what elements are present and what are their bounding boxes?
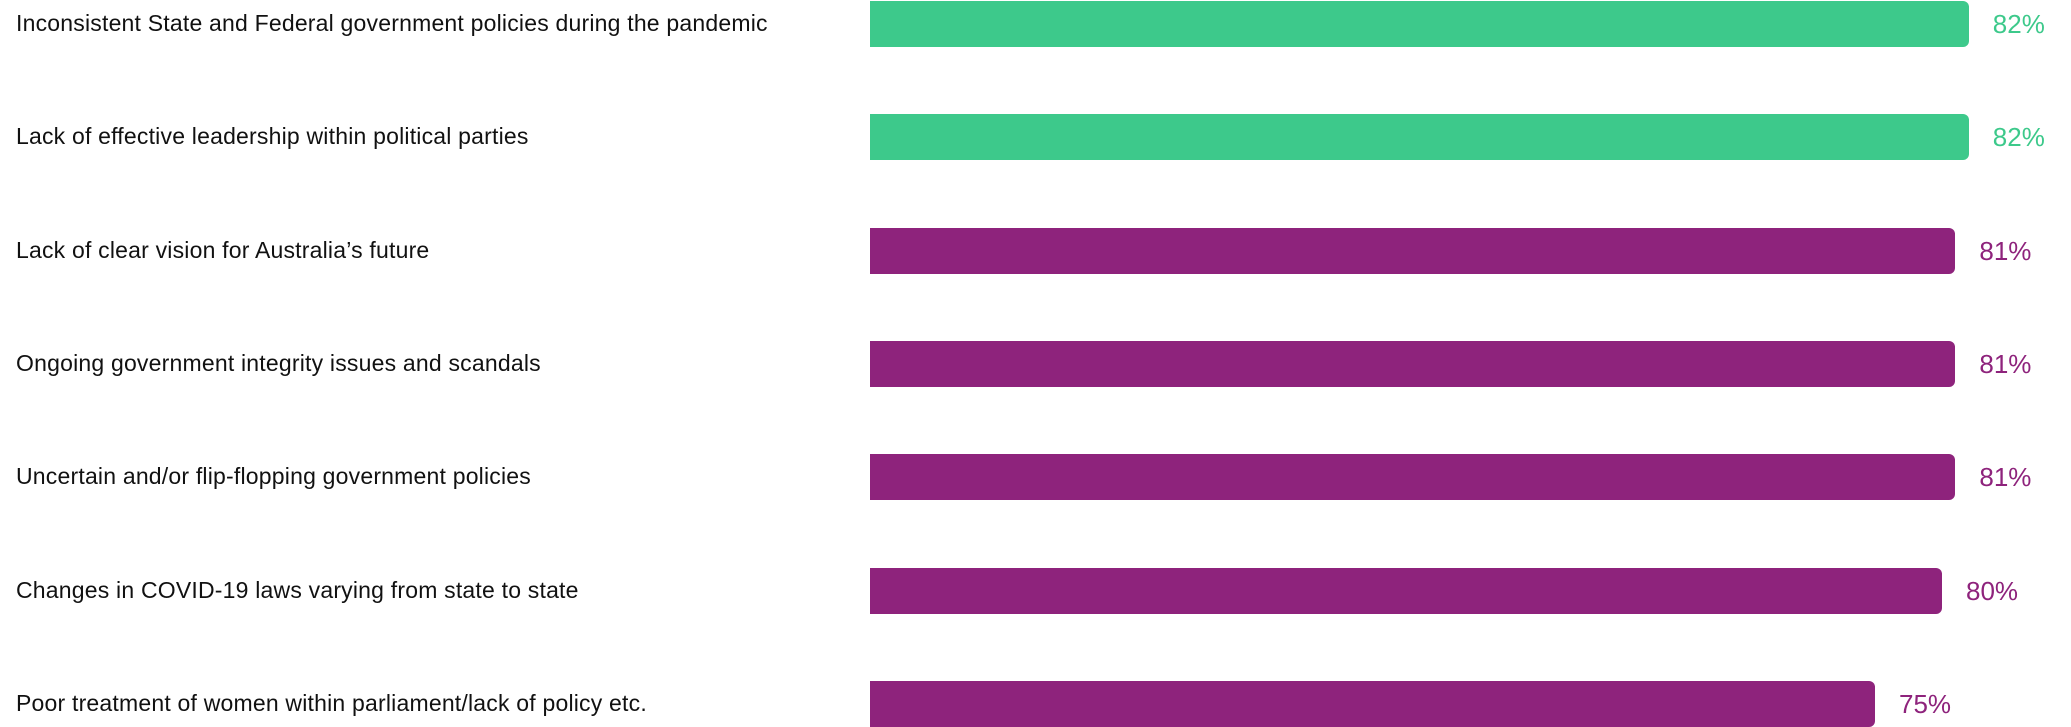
value-label: 80% [1966, 575, 2019, 606]
value-label: 82% [1992, 122, 2045, 153]
value-label: 81% [1979, 348, 2032, 379]
value-label: 81% [1979, 235, 2032, 266]
bar [870, 340, 1956, 387]
bar [870, 454, 1956, 501]
value-label: 82% [1992, 9, 2045, 39]
category-label: Changes in COVID-19 laws varying from st… [16, 576, 579, 603]
category-label: Ongoing government integrity issues and … [16, 349, 541, 376]
bar [870, 680, 1875, 727]
category-label: Poor treatment of women within parliamen… [16, 689, 647, 716]
value-label: 75% [1899, 688, 1952, 719]
bar [870, 114, 1969, 161]
category-label: Lack of effective leadership within poli… [16, 123, 529, 150]
value-label: 81% [1979, 462, 2032, 493]
bar [870, 227, 1956, 274]
category-label: Inconsistent State and Federal governmen… [16, 10, 768, 36]
bar [870, 567, 1942, 614]
bar [870, 1, 1969, 47]
category-label: Lack of clear vision for Australia’s fut… [16, 236, 430, 263]
category-label: Uncertain and/or flip-flopping governmen… [16, 463, 532, 490]
